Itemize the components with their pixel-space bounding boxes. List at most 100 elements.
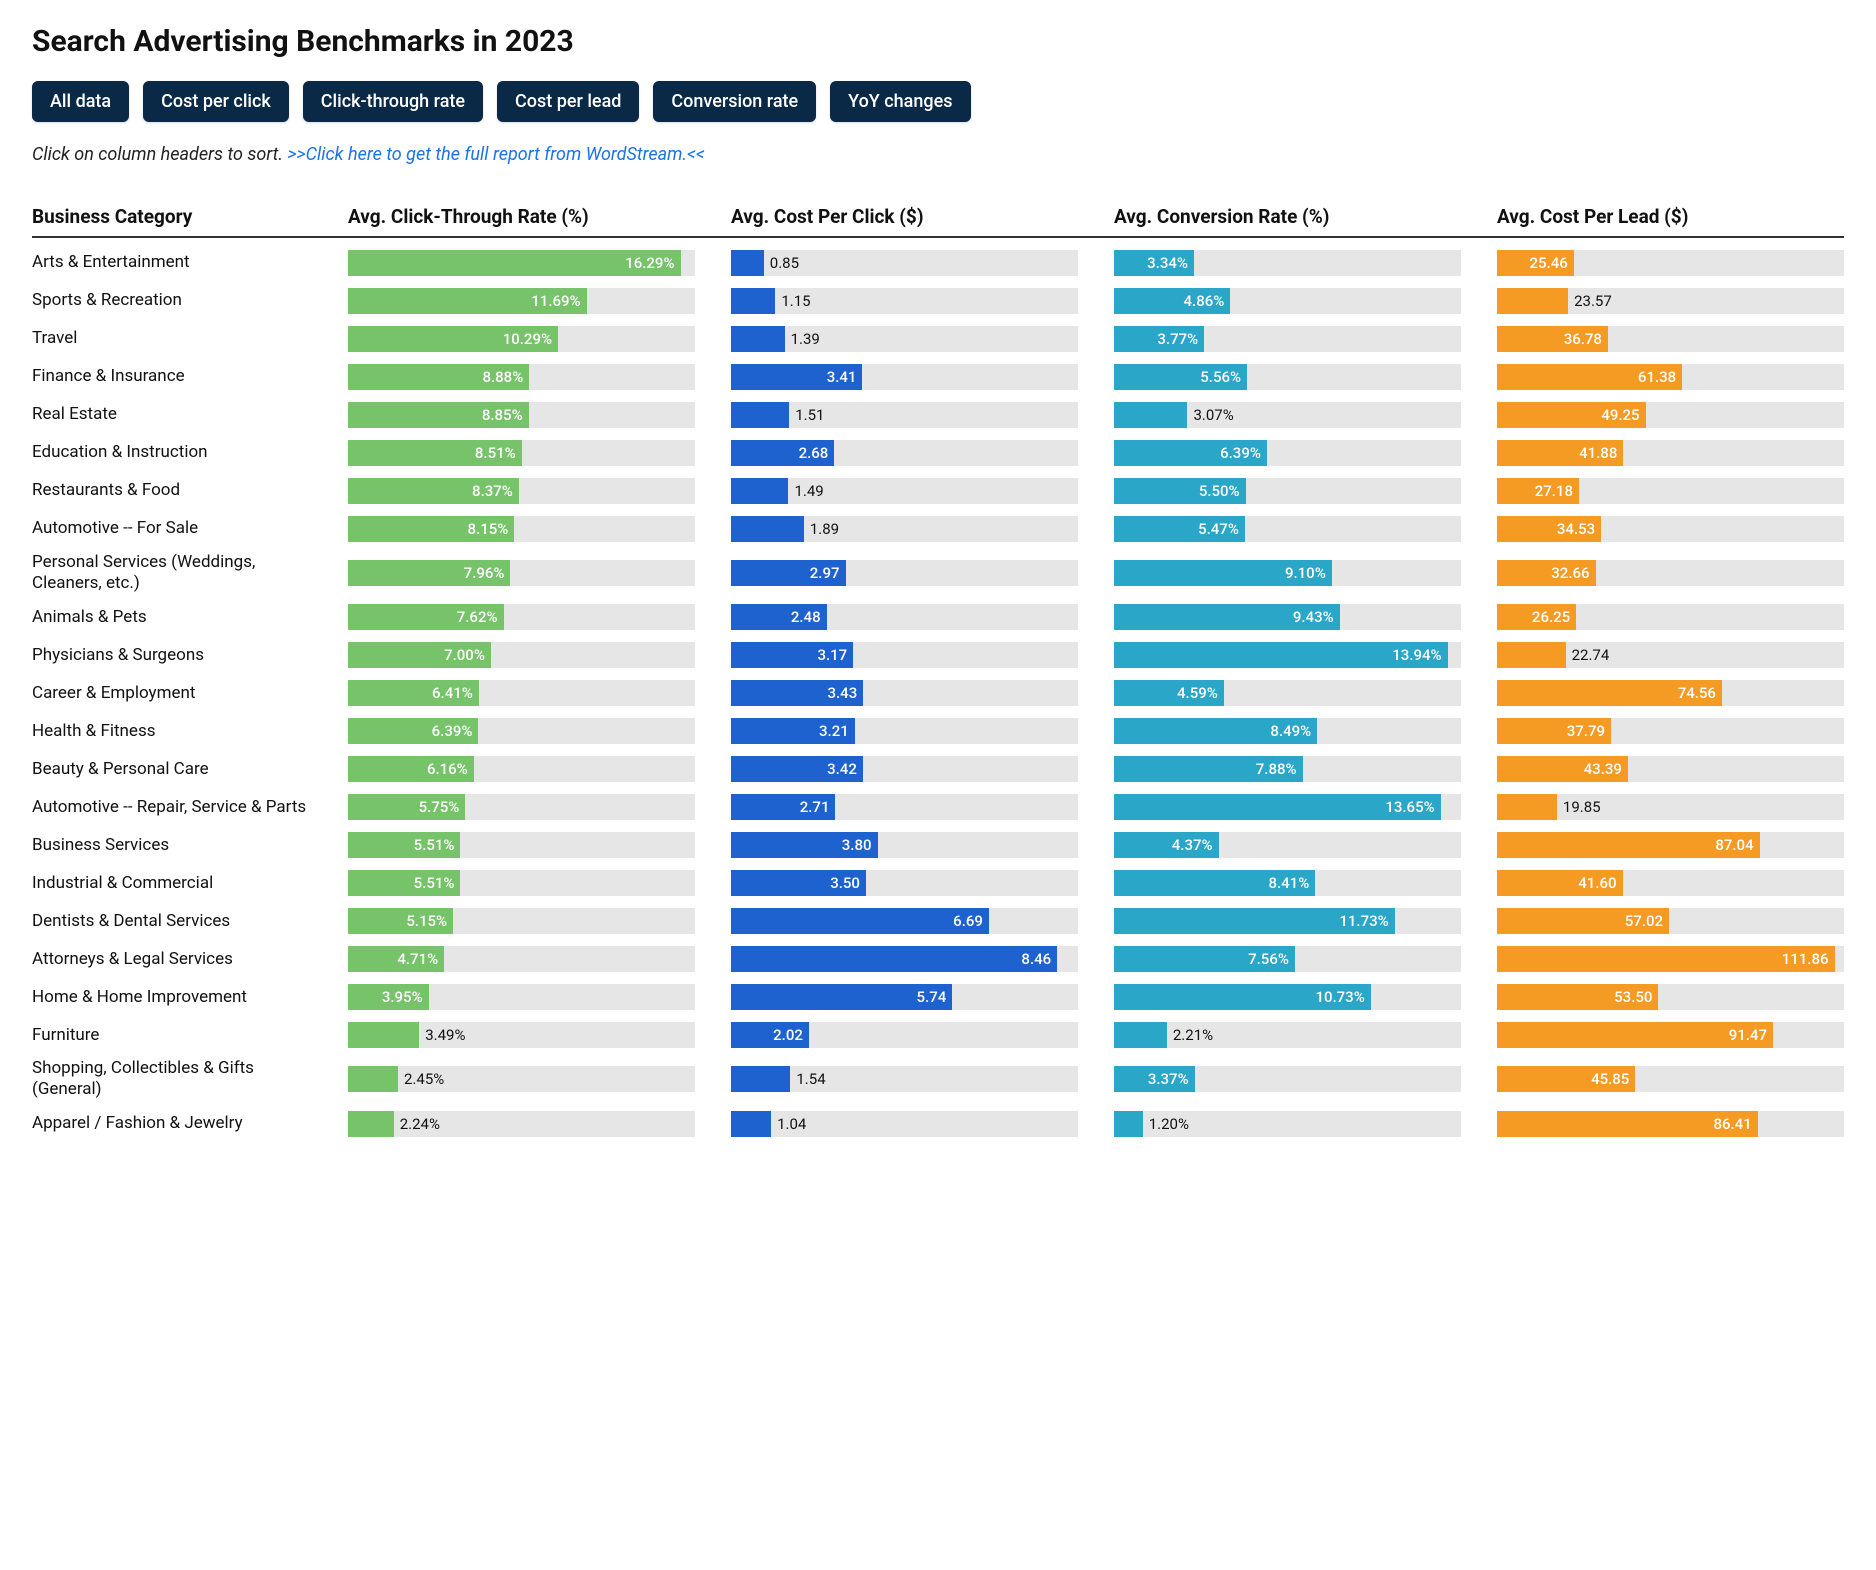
bar-value-cpl: 86.41	[1497, 1111, 1758, 1137]
table-row: Dentists & Dental Services5.15%6.6911.73…	[32, 902, 1844, 940]
bar-cell-cpc: 3.41	[731, 364, 1078, 390]
bar-cell-ctr: 5.51%	[348, 832, 695, 858]
bar-cell-conv: 8.41%	[1114, 870, 1461, 896]
table-row: Industrial & Commercial5.51%3.508.41%41.…	[32, 864, 1844, 902]
bar-fill-conv	[1114, 1111, 1143, 1137]
bar-value-conv: 4.59%	[1114, 680, 1224, 706]
bar-cell-cpc: 2.97	[731, 560, 1078, 586]
bar-cell-cpl: 26.25	[1497, 604, 1844, 630]
bar-cell-ctr: 8.51%	[348, 440, 695, 466]
table-row: Automotive -- Repair, Service & Parts5.7…	[32, 788, 1844, 826]
bar-cell-cpl: 27.18	[1497, 478, 1844, 504]
bar-value-ctr: 16.29%	[348, 250, 681, 276]
bar-cell-ctr: 8.37%	[348, 478, 695, 504]
bar-cell-ctr: 5.51%	[348, 870, 695, 896]
bar-cell-ctr: 8.88%	[348, 364, 695, 390]
tab-all-data[interactable]: All data	[32, 81, 129, 122]
bar-fill-cpc	[731, 250, 764, 276]
bar-value-conv: 3.34%	[1114, 250, 1194, 276]
table-row: Arts & Entertainment16.29%0.853.34%25.46	[32, 244, 1844, 282]
bar-value-cpl: 26.25	[1497, 604, 1576, 630]
tab-conversion-rate[interactable]: Conversion rate	[653, 81, 816, 122]
bar-cell-cpc: 1.39	[731, 326, 1078, 352]
bar-cell-cpl: 86.41	[1497, 1111, 1844, 1137]
bar-value-ctr: 5.15%	[348, 908, 453, 934]
bar-value-conv: 4.86%	[1114, 288, 1230, 314]
table-row: Shopping, Collectibles & Gifts (General)…	[32, 1054, 1844, 1105]
bar-value-ctr: 7.96%	[348, 560, 510, 586]
column-header-category[interactable]: Business Category	[32, 205, 312, 230]
bar-value-cpc: 2.02	[731, 1022, 809, 1048]
bar-value-conv: 1.20%	[1143, 1111, 1195, 1137]
bar-value-cpc: 1.54	[790, 1066, 831, 1092]
bar-value-conv: 3.37%	[1114, 1066, 1195, 1092]
bar-cell-cpc: 0.85	[731, 250, 1078, 276]
bar-value-ctr: 8.15%	[348, 516, 514, 542]
bar-cell-conv: 8.49%	[1114, 718, 1461, 744]
table-row: Attorneys & Legal Services4.71%8.467.56%…	[32, 940, 1844, 978]
tab-cost-per-lead[interactable]: Cost per lead	[497, 81, 639, 122]
column-header-cpl[interactable]: Avg. Cost Per Lead ($)	[1497, 205, 1844, 230]
bar-value-cpc: 6.69	[731, 908, 989, 934]
bar-value-cpl: 36.78	[1497, 326, 1608, 352]
bar-cell-ctr: 6.16%	[348, 756, 695, 782]
bar-value-ctr: 5.51%	[348, 870, 460, 896]
bar-value-cpl: 37.79	[1497, 718, 1611, 744]
bar-cell-conv: 4.37%	[1114, 832, 1461, 858]
bar-cell-ctr: 5.15%	[348, 908, 695, 934]
bar-cell-cpc: 6.69	[731, 908, 1078, 934]
tab-click-through-rate[interactable]: Click-through rate	[303, 81, 483, 122]
bar-value-ctr: 11.69%	[348, 288, 587, 314]
subtitle: Click on column headers to sort. >>Click…	[32, 144, 1844, 165]
bar-cell-conv: 2.21%	[1114, 1022, 1461, 1048]
bar-value-cpc: 1.49	[788, 478, 829, 504]
category-label: Career & Employment	[32, 683, 312, 704]
bar-fill-cpc	[731, 1066, 790, 1092]
category-label: Automotive -- Repair, Service & Parts	[32, 797, 312, 818]
bar-value-cpl: 25.46	[1497, 250, 1574, 276]
category-label: Travel	[32, 328, 312, 349]
bar-value-cpl: 41.88	[1497, 440, 1623, 466]
category-label: Beauty & Personal Care	[32, 759, 312, 780]
bar-cell-conv: 7.88%	[1114, 756, 1461, 782]
bar-value-conv: 5.47%	[1114, 516, 1245, 542]
bar-cell-conv: 11.73%	[1114, 908, 1461, 934]
table-row: Real Estate8.85%1.513.07%49.25	[32, 396, 1844, 434]
tab-cost-per-click[interactable]: Cost per click	[143, 81, 289, 122]
category-label: Animals & Pets	[32, 607, 312, 628]
column-header-cpc[interactable]: Avg. Cost Per Click ($)	[731, 205, 1078, 230]
bar-cell-ctr: 6.39%	[348, 718, 695, 744]
bar-value-cpc: 3.42	[731, 756, 863, 782]
bar-value-cpl: 34.53	[1497, 516, 1601, 542]
bar-value-ctr: 3.49%	[419, 1022, 471, 1048]
bar-value-conv: 13.65%	[1114, 794, 1441, 820]
bar-cell-ctr: 3.95%	[348, 984, 695, 1010]
table-row: Apparel / Fashion & Jewelry2.24%1.041.20…	[32, 1105, 1844, 1143]
bar-cell-cpl: 74.56	[1497, 680, 1844, 706]
tab-yoy-changes[interactable]: YoY changes	[830, 81, 970, 122]
bar-cell-cpc: 1.51	[731, 402, 1078, 428]
bar-cell-cpl: 91.47	[1497, 1022, 1844, 1048]
category-label: Industrial & Commercial	[32, 873, 312, 894]
bar-value-cpl: 22.74	[1566, 642, 1616, 668]
category-label: Restaurants & Food	[32, 480, 312, 501]
subtitle-prefix: Click on column headers to sort.	[32, 144, 287, 165]
bar-cell-ctr: 4.71%	[348, 946, 695, 972]
column-header-conv[interactable]: Avg. Conversion Rate (%)	[1114, 205, 1461, 230]
bar-cell-cpc: 2.68	[731, 440, 1078, 466]
bar-value-cpl: 45.85	[1497, 1066, 1635, 1092]
bar-cell-cpl: 19.85	[1497, 794, 1844, 820]
bar-value-ctr: 7.62%	[348, 604, 504, 630]
bar-value-cpc: 2.68	[731, 440, 834, 466]
bar-cell-cpl: 61.38	[1497, 364, 1844, 390]
category-label: Shopping, Collectibles & Gifts (General)	[32, 1058, 312, 1101]
full-report-link[interactable]: >>Click here to get the full report from…	[287, 144, 704, 165]
category-label: Attorneys & Legal Services	[32, 949, 312, 970]
bar-cell-conv: 4.59%	[1114, 680, 1461, 706]
column-header-ctr[interactable]: Avg. Click-Through Rate (%)	[348, 205, 695, 230]
bar-value-cpc: 1.39	[785, 326, 826, 352]
bar-value-cpc: 1.04	[771, 1111, 812, 1137]
bar-value-cpc: 1.89	[804, 516, 845, 542]
bar-value-conv: 9.10%	[1114, 560, 1332, 586]
tab-bar: All data Cost per click Click-through rate…	[32, 81, 1844, 122]
